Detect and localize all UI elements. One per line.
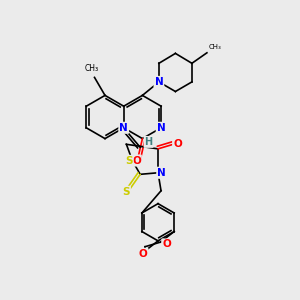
Text: O: O (139, 249, 147, 259)
Text: O: O (162, 239, 171, 250)
Text: CH₃: CH₃ (208, 44, 221, 50)
Text: O: O (132, 155, 141, 166)
Text: S: S (122, 187, 130, 197)
Text: H: H (145, 137, 153, 147)
Text: N: N (157, 123, 166, 133)
Text: N: N (119, 123, 128, 133)
Text: N: N (154, 77, 163, 87)
Text: N: N (157, 168, 166, 178)
Text: S: S (125, 156, 133, 166)
Text: CH₃: CH₃ (84, 64, 99, 73)
Text: O: O (173, 140, 182, 149)
